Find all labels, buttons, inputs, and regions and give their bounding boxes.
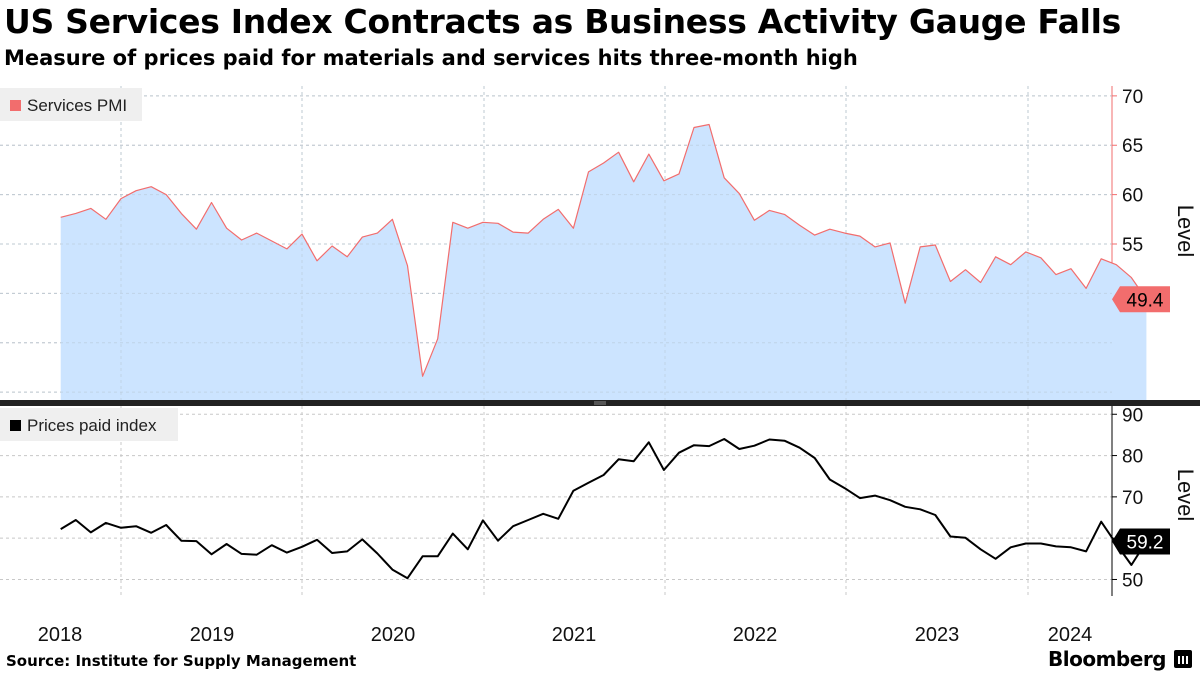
brand-logo: Bloomberg bbox=[1048, 647, 1166, 671]
y-tick-label-pmi-4: 60 bbox=[1122, 186, 1143, 207]
last-value-tag-prices bbox=[1112, 528, 1170, 555]
chart-title: US Services Index Contracts as Business … bbox=[4, 2, 1122, 41]
y-tick-label-pmi-5: 65 bbox=[1122, 136, 1143, 157]
x-tick-label-2022: 2022 bbox=[733, 624, 778, 646]
x-tick-label-2024: 2024 bbox=[1048, 624, 1093, 646]
y-tick-label-prices-4: 90 bbox=[1122, 405, 1143, 426]
area-fill-services-pmi bbox=[60, 124, 1147, 400]
last-value-tag-pmi bbox=[1112, 286, 1170, 313]
legend-label-pmi: Services PMI bbox=[27, 96, 127, 115]
bloomberg-terminal-icon bbox=[1174, 650, 1192, 668]
chart-subtitle: Measure of prices paid for materials and… bbox=[4, 46, 858, 70]
legend-swatch-pmi bbox=[10, 100, 21, 111]
legend-box-pmi bbox=[0, 88, 142, 121]
y-tick-label-prices-2: 70 bbox=[1122, 488, 1143, 509]
panel-1-bg bbox=[0, 406, 1112, 596]
y-axis-label-prices: Level bbox=[1173, 469, 1198, 522]
series-line-pmi bbox=[60, 123, 1147, 377]
x-tick-label-2021: 2021 bbox=[552, 624, 597, 646]
x-tick-label-2023: 2023 bbox=[915, 624, 960, 646]
legend-label-prices: Prices paid index bbox=[27, 416, 157, 435]
source-note: Source: Institute for Supply Management bbox=[6, 652, 357, 670]
x-tick-label-2019: 2019 bbox=[190, 624, 235, 646]
y-tick-label-pmi-3: 55 bbox=[1122, 235, 1143, 256]
series-line-prices bbox=[60, 438, 1148, 580]
y-tick-label-prices-3: 80 bbox=[1122, 447, 1143, 468]
x-tick-label-2020: 2020 bbox=[371, 624, 416, 646]
y-tick-label-prices-0: 50 bbox=[1122, 570, 1143, 591]
y-axis-label-pmi: Level bbox=[1173, 205, 1198, 258]
panel-separator bbox=[0, 400, 1200, 406]
legend-box-prices bbox=[0, 408, 178, 441]
x-tick-label-2018: 2018 bbox=[38, 624, 83, 646]
legend-swatch-prices bbox=[10, 420, 21, 431]
last-value-label-prices: 59.2 bbox=[1127, 532, 1164, 553]
y-tick-label-pmi-6: 70 bbox=[1122, 87, 1143, 108]
last-value-label-pmi: 49.4 bbox=[1127, 290, 1164, 311]
